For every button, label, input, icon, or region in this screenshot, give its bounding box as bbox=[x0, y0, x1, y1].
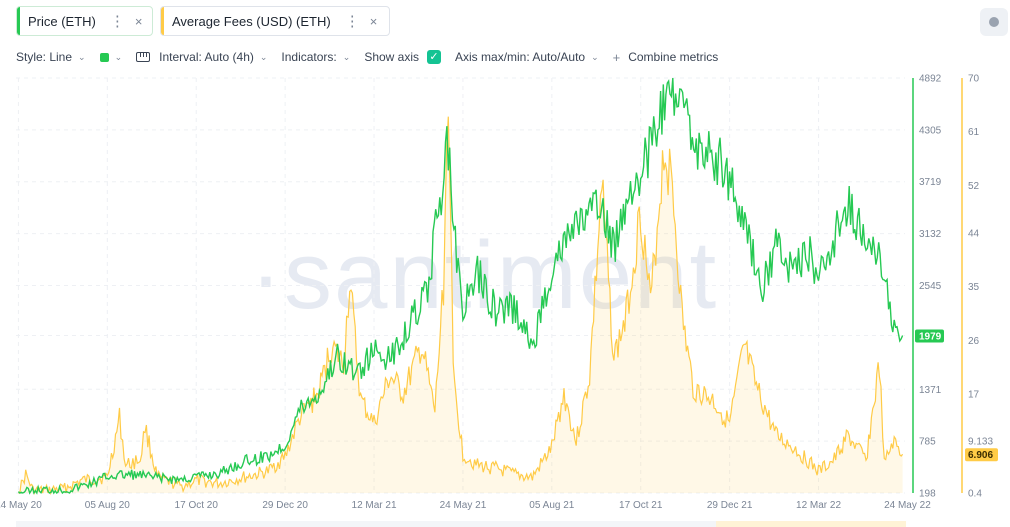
fees-axis-tick-label: 44 bbox=[968, 229, 980, 240]
range-selector-handle bbox=[716, 521, 906, 527]
fees-axis-tick-label: 70 bbox=[968, 74, 980, 85]
price-axis-tick-label: 4892 bbox=[919, 74, 942, 85]
x-axis-tick-label: 05 Aug 21 bbox=[529, 500, 574, 511]
interval-dropdown[interactable]: Interval: Auto (4h) ⌄ bbox=[136, 50, 267, 64]
x-axis-tick-label: 12 Mar 22 bbox=[796, 500, 841, 511]
style-dropdown[interactable]: Style: Line ⌄ bbox=[16, 50, 86, 64]
fees-axis-tick-label: 9.133 bbox=[968, 436, 993, 447]
fees-axis-tick-label: 35 bbox=[968, 282, 980, 293]
price-axis-tick-label: 3132 bbox=[919, 229, 942, 240]
chevron-down-icon: ⌄ bbox=[259, 51, 268, 62]
price-axis-tick-label: 198 bbox=[919, 489, 936, 500]
close-icon[interactable]: × bbox=[134, 13, 143, 29]
fees-last-value-tag bbox=[965, 448, 998, 462]
price-axis-tick-label: 785 bbox=[919, 437, 936, 448]
metric-chip-fees[interactable]: Average Fees (USD) (ETH) ⋮ × bbox=[160, 6, 390, 36]
price-color-bar bbox=[17, 7, 20, 35]
close-icon[interactable]: × bbox=[369, 13, 378, 29]
price-axis-tick-label: 1371 bbox=[919, 385, 942, 396]
price-axis-tick-label: 3719 bbox=[919, 177, 942, 188]
chevron-down-icon: ⌄ bbox=[342, 51, 351, 62]
chevron-down-icon: ⌄ bbox=[114, 51, 123, 62]
interval-label: Interval: Auto (4h) bbox=[159, 50, 254, 64]
fees-axis-tick-label: 26 bbox=[968, 336, 980, 347]
color-swatch bbox=[99, 52, 109, 62]
x-axis-tick-label: 24 May 21 bbox=[440, 500, 487, 511]
plus-icon: + bbox=[612, 49, 621, 65]
range-selector-track bbox=[16, 521, 716, 527]
metric-chip-price[interactable]: Price (ETH) ⋮ × bbox=[16, 6, 153, 36]
price-last-value: 1979 bbox=[919, 332, 942, 343]
combine-metrics-button[interactable]: + Combine metrics bbox=[613, 50, 719, 65]
more-options-icon[interactable]: ⋮ bbox=[344, 13, 360, 30]
indicators-label: Indicators: bbox=[281, 50, 337, 64]
fees-axis-tick-label: 52 bbox=[968, 181, 980, 192]
price-last-value-tag bbox=[915, 329, 944, 343]
metric-name-price: Price (ETH) bbox=[28, 13, 96, 29]
axis-range-dropdown[interactable]: Axis max/min: Auto/Auto ⌄ bbox=[455, 50, 599, 64]
check-icon[interactable]: ✓ bbox=[427, 50, 442, 64]
price-series-line bbox=[17, 77, 904, 495]
indicators-dropdown[interactable]: Indicators: ⌄ bbox=[281, 50, 350, 64]
santiment-watermark: ·santiment bbox=[250, 222, 718, 329]
color-picker[interactable]: ⌄ bbox=[99, 51, 123, 63]
show-axis-label: Show axis bbox=[364, 50, 420, 64]
x-axis-tick-label: 24 May 20 bbox=[0, 500, 42, 511]
fees-axis-tick-label: 17 bbox=[968, 390, 980, 401]
fees-area bbox=[18, 116, 903, 493]
x-axis-tick-label: 17 Oct 21 bbox=[619, 500, 663, 511]
price-axis-tick-label: 2545 bbox=[919, 281, 942, 292]
more-options-icon[interactable]: ⋮ bbox=[109, 13, 125, 30]
settings-dot-button[interactable] bbox=[980, 8, 1008, 36]
combine-label: Combine metrics bbox=[628, 50, 719, 64]
dot-icon bbox=[989, 17, 999, 27]
x-axis-tick-label: 17 Oct 20 bbox=[175, 500, 219, 511]
axis-range-label: Axis max/min: Auto/Auto bbox=[455, 50, 586, 64]
show-axis-toggle[interactable]: Show axis ✓ bbox=[364, 50, 442, 64]
x-axis-tick-label: 29 Dec 20 bbox=[262, 500, 308, 511]
chevron-down-icon: ⌄ bbox=[591, 51, 599, 62]
style-label: Style: Line bbox=[16, 50, 73, 64]
fees-axis-tick-label: 0.4 bbox=[968, 489, 982, 500]
calendar-icon bbox=[136, 52, 151, 62]
fees-axis-tick-label: 61 bbox=[968, 127, 980, 138]
x-axis-tick-label: 12 Mar 21 bbox=[352, 500, 397, 511]
chevron-down-icon: ⌄ bbox=[78, 51, 86, 62]
x-axis-tick-label: 24 May 22 bbox=[884, 500, 931, 511]
fees-color-bar bbox=[161, 7, 164, 35]
fees-last-value: 6.906 bbox=[968, 450, 993, 461]
metric-name-fees: Average Fees (USD) (ETH) bbox=[172, 13, 331, 29]
price-axis-tick-label: 4305 bbox=[919, 125, 942, 136]
x-axis-tick-label: 29 Dec 21 bbox=[707, 500, 753, 511]
chart-toolbar: Style: Line ⌄ ⌄ Interval: Auto (4h) ⌄ In… bbox=[16, 48, 732, 66]
x-axis-tick-label: 05 Aug 20 bbox=[85, 500, 130, 511]
